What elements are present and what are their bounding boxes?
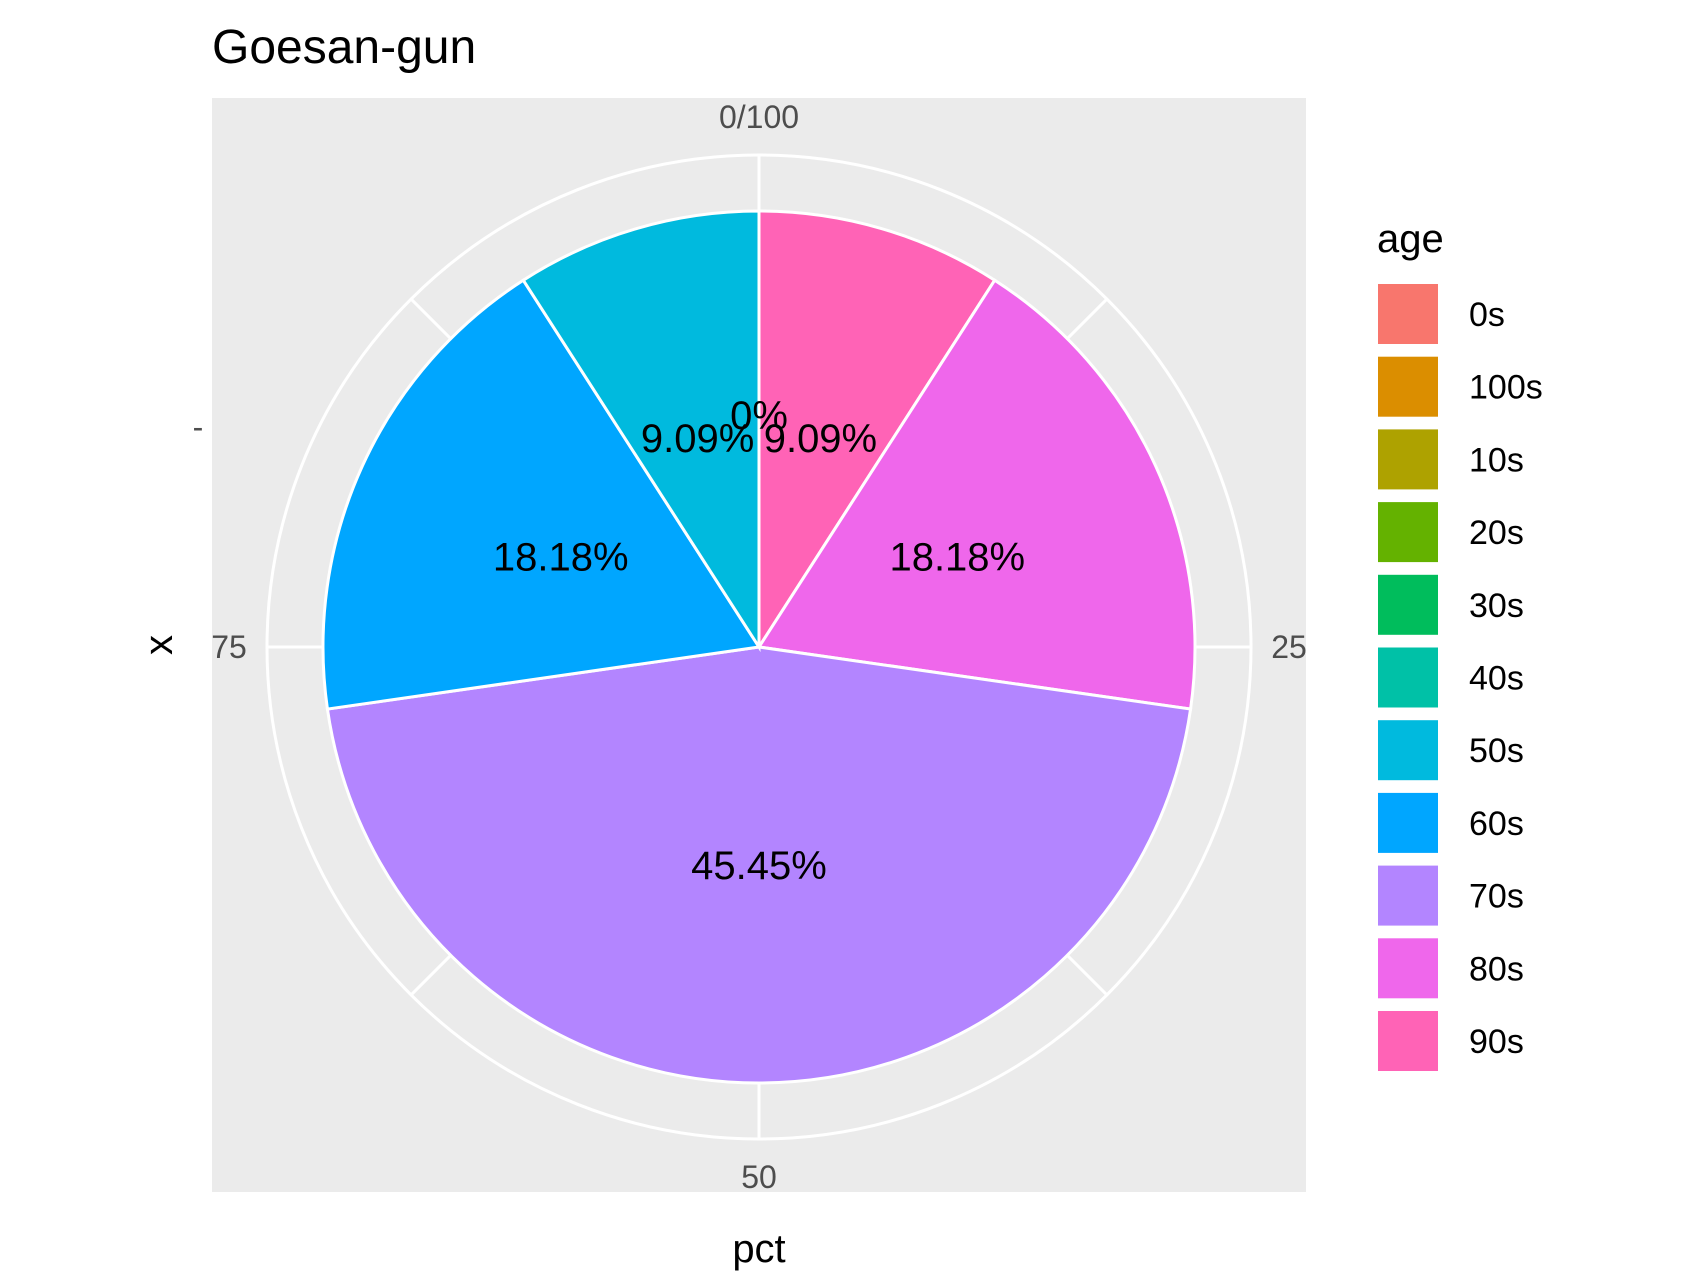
x-axis-title: pct [732,1227,785,1271]
slice-80s [756,278,1197,711]
slice-label-70s: 45.45% [691,844,827,888]
legend-label-20s: 20s [1469,514,1524,552]
legend: 0s 100s 10s 20s 30s 40s 50s 60s 70s 80s 90s [1376,282,1543,1073]
legend-key-50s [1376,718,1440,783]
legend-label-90s: 90s [1469,1023,1524,1061]
pie-slices [321,209,1197,1085]
legend-key-10s [1376,427,1440,492]
slice-label-zero: 0% [730,394,788,438]
y-axis-title: x [137,635,181,655]
slice-60s [321,278,762,711]
slice-label-60s: 18.18% [493,535,629,579]
slice-label-80s: 18.18% [889,535,1025,579]
legend-key-100s [1376,354,1440,419]
legend-key-80s [1376,936,1440,1001]
legend-key-20s [1376,500,1440,565]
legend-label-80s: 80s [1469,950,1524,988]
slice-90s [757,209,997,653]
legend-label-30s: 30s [1469,587,1524,625]
theta-tick-labels: 0/100 25 50 75 [211,99,1307,1195]
legend-label-40s: 40s [1469,660,1524,698]
slice-label-50s: 9.09% [641,417,754,461]
legend-key-30s [1376,572,1440,637]
y-tick-label: - [193,409,204,445]
theta-tick-label: 0/100 [719,99,799,135]
legend-key-70s [1376,863,1440,928]
slice-50s [521,209,761,653]
theta-tick-label: 25 [1271,629,1307,665]
chart-title: Goesan-gun [212,21,476,74]
legend-label-50s: 50s [1469,732,1524,770]
slice-label-90s: 9.09% [764,417,877,461]
legend-title: age [1377,217,1444,261]
legend-label-100s: 100s [1469,369,1543,407]
legend-key-0s [1376,282,1440,346]
slice-70s [325,645,1193,1085]
legend-label-10s: 10s [1469,441,1524,479]
legend-label-0s: 0s [1469,296,1505,334]
legend-key-90s [1376,1009,1440,1073]
slice-labels: 9.09% 18.18% 45.45% 18.18% 9.09%0% [493,394,1025,888]
legend-key-60s [1376,790,1440,855]
legend-label-70s: 70s [1469,878,1524,916]
legend-label-60s: 60s [1469,805,1524,843]
legend-key-40s [1376,645,1440,710]
theta-tick-label: 75 [211,629,247,665]
theta-tick-label: 50 [741,1159,777,1195]
